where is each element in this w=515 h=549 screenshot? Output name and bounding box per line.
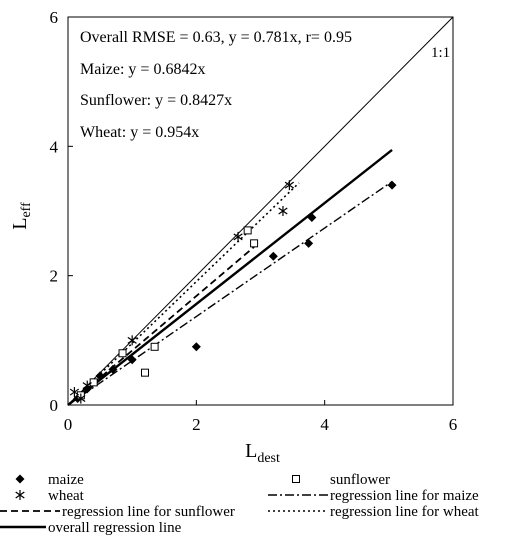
- y-tick-label: 6: [50, 8, 59, 27]
- sunflower-point: [150, 342, 159, 351]
- x-tick-label: 0: [64, 415, 73, 434]
- annotation-1: Maize: y = 0.6842x: [80, 61, 205, 78]
- x-tick-label: 2: [192, 415, 201, 434]
- legend-label: regression line for maize: [330, 488, 479, 504]
- wheat-point: [82, 380, 92, 391]
- maize-point: [307, 212, 317, 222]
- y-tick-label: 0: [50, 396, 59, 415]
- wheat-point: [76, 393, 86, 404]
- legend-label: wheat: [48, 488, 85, 504]
- wheat-point: [278, 206, 288, 216]
- data-points: [69, 180, 397, 404]
- wheat-point: [69, 387, 80, 398]
- sunflower-point: [141, 368, 149, 377]
- legend-label: regression line for wheat: [330, 504, 480, 520]
- legend-label: sunflower: [330, 472, 390, 488]
- sunflower-point: [250, 239, 259, 248]
- line-regression-line-for-sunflower: [67, 246, 255, 406]
- annotation-2: Sunflower: y = 0.8427x: [80, 92, 232, 109]
- legend-marker-wheat: [15, 490, 25, 500]
- x-tick-label: 6: [449, 415, 458, 434]
- maize-point: [95, 371, 105, 381]
- maize-point: [127, 355, 137, 365]
- plot-area: [67, 16, 454, 406]
- maize-point: [304, 238, 314, 248]
- y-tick-label: 2: [50, 267, 59, 286]
- legend-marker-sunflower: [292, 475, 300, 483]
- legend-marker-maize: [15, 474, 25, 484]
- legend: maize sunflower wheat regression line for m…: [0, 472, 480, 536]
- legend-label: maize: [48, 472, 84, 488]
- wheat-point: [127, 335, 137, 346]
- maize-point: [191, 342, 201, 352]
- regression-lines: [67, 16, 454, 406]
- maize-point: [387, 180, 397, 190]
- y-axis-label: Leff: [9, 202, 34, 230]
- axes: 0 2 4 6 0 2 4 6 Ldest Leff: [9, 8, 457, 466]
- legend-label: overall regression line: [48, 520, 182, 536]
- maize-point: [268, 251, 278, 261]
- sunflower-point: [243, 226, 252, 235]
- legend-label: regression line for sunflower: [62, 504, 235, 520]
- wheat-point: [233, 231, 243, 242]
- annotations: Overall RMSE = 0.63, y = 0.781x, r= 0.95…: [80, 29, 450, 141]
- one-to-one-label: 1:1: [431, 45, 450, 61]
- annotation-0: Overall RMSE = 0.63, y = 0.781x, r= 0.95: [80, 29, 352, 46]
- line-regression-line-for-maize: [67, 180, 393, 406]
- annotation-3: Wheat: y = 0.954x: [80, 124, 199, 141]
- line-overall-regression-line: [67, 149, 393, 406]
- y-tick-label: 4: [50, 137, 59, 156]
- sunflower-point: [89, 378, 98, 387]
- line-regression-line-for-wheat: [67, 182, 300, 406]
- sunflower-point: [118, 349, 127, 358]
- wheat-point: [284, 180, 295, 191]
- plot-border: [67, 16, 454, 406]
- x-axis-label: Ldest: [245, 440, 280, 466]
- maize-point: [108, 364, 118, 374]
- x-tick-label: 4: [320, 415, 329, 434]
